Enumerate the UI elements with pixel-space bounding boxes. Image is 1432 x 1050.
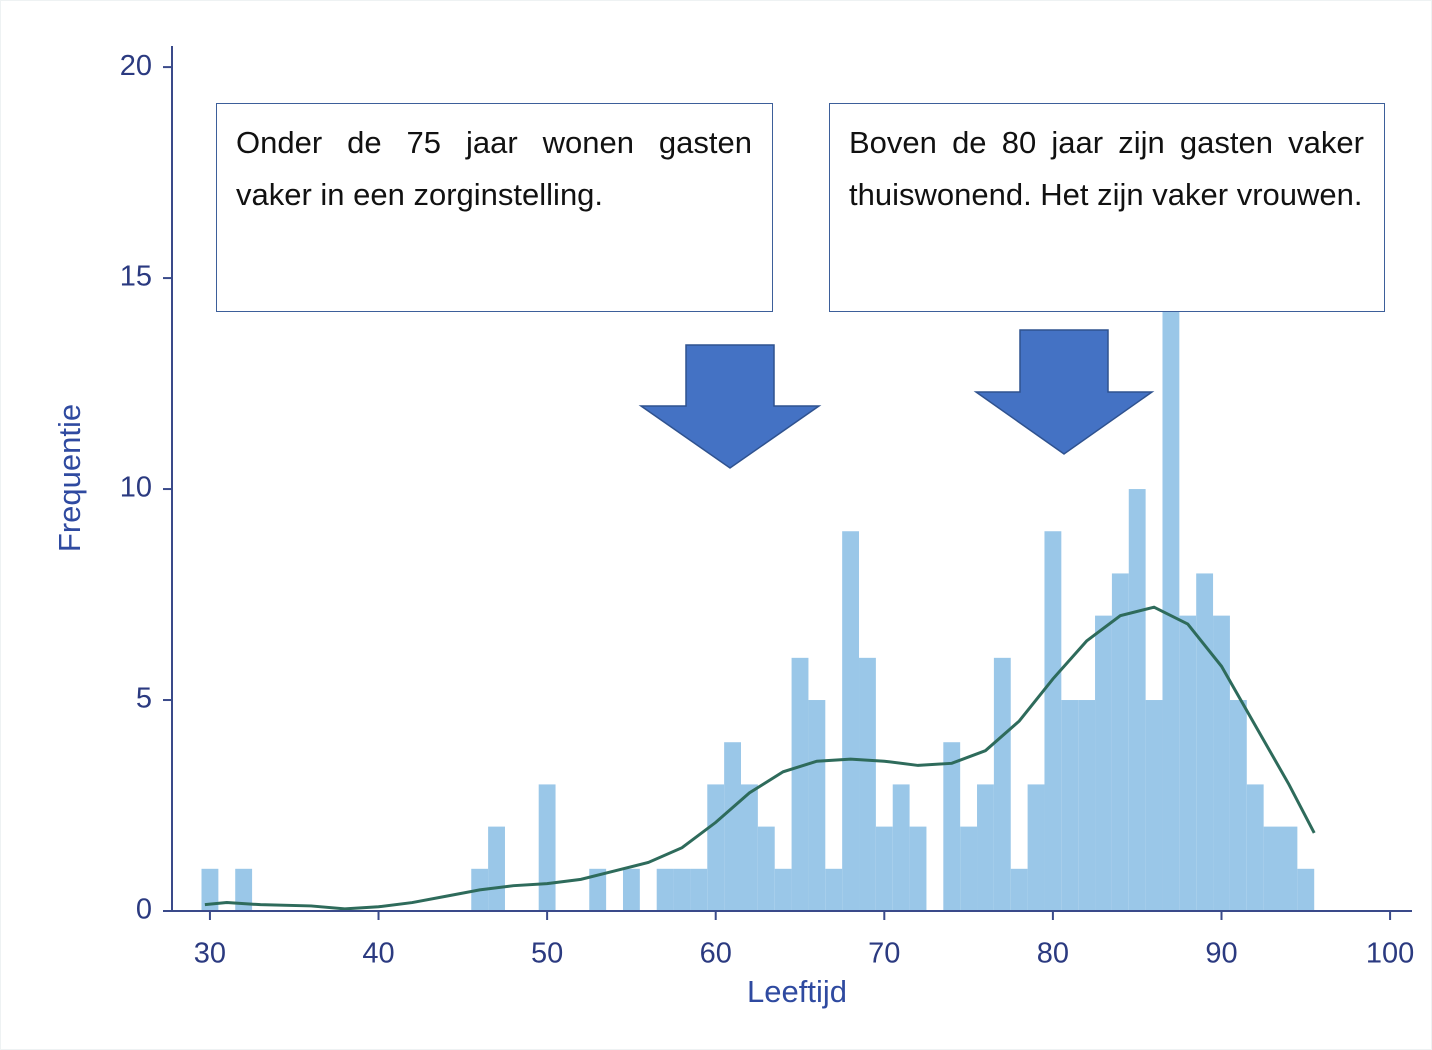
bar bbox=[892, 784, 910, 911]
arrow bbox=[973, 329, 1155, 455]
bar bbox=[1246, 784, 1264, 911]
bar bbox=[589, 868, 607, 911]
y-tick-label: 5 bbox=[136, 683, 152, 715]
bar bbox=[808, 700, 826, 911]
bar bbox=[960, 826, 978, 911]
bar bbox=[235, 868, 253, 911]
x-tick-label: 50 bbox=[531, 938, 563, 970]
x-tick-label: 80 bbox=[1037, 938, 1069, 970]
bar bbox=[690, 868, 708, 911]
bar bbox=[1128, 489, 1146, 911]
x-tick-label: 40 bbox=[362, 938, 394, 970]
y-tick-label: 0 bbox=[136, 894, 152, 926]
annotation-box bbox=[829, 103, 1385, 312]
y-tick-label: 15 bbox=[120, 261, 152, 293]
bar bbox=[1229, 700, 1247, 911]
bar bbox=[1196, 573, 1214, 911]
bar bbox=[757, 826, 775, 911]
bar bbox=[1078, 700, 1096, 911]
y-tick-label: 10 bbox=[120, 472, 152, 504]
bar bbox=[707, 784, 725, 911]
bar bbox=[724, 742, 742, 911]
bar bbox=[859, 657, 876, 911]
bar bbox=[774, 868, 792, 911]
bar bbox=[656, 868, 674, 911]
bar bbox=[1162, 235, 1180, 911]
annotation-text: Boven de 80 jaar zijn gasten vaker thuis… bbox=[849, 125, 1364, 212]
plot: 0 5 10 15 20 30 40 50 60 70 80 90 100 bbox=[120, 46, 1414, 970]
bar bbox=[1213, 615, 1230, 911]
bar bbox=[1145, 700, 1163, 911]
bar bbox=[1027, 784, 1045, 911]
bar bbox=[1179, 615, 1197, 911]
x-tick-label: 100 bbox=[1366, 938, 1414, 970]
bar bbox=[791, 657, 809, 911]
annotation: Onder de 75 jaar wonen gasten vaker in e… bbox=[236, 125, 752, 212]
bar bbox=[1010, 868, 1028, 911]
annotation-box bbox=[216, 103, 773, 312]
bar bbox=[842, 531, 860, 911]
bar bbox=[201, 868, 219, 911]
bar bbox=[1061, 700, 1079, 911]
bar bbox=[488, 826, 505, 911]
y-axis-title: Frequentie bbox=[52, 404, 87, 552]
bar bbox=[622, 868, 640, 911]
annotation: Boven de 80 jaar zijn gasten vaker thuis… bbox=[849, 125, 1364, 212]
bar bbox=[875, 826, 893, 911]
bar bbox=[977, 784, 994, 911]
arrow bbox=[638, 344, 822, 469]
bar bbox=[825, 868, 843, 911]
x-tick-label: 30 bbox=[194, 938, 226, 970]
x-tick-label: 70 bbox=[868, 938, 900, 970]
bar bbox=[1111, 573, 1129, 911]
bar bbox=[1263, 826, 1281, 911]
bar bbox=[538, 784, 556, 911]
x-tick-label: 60 bbox=[700, 938, 732, 970]
bar bbox=[943, 742, 961, 911]
bar bbox=[909, 826, 927, 911]
bar bbox=[1095, 615, 1112, 911]
bar bbox=[993, 657, 1011, 911]
density-line bbox=[204, 605, 1316, 911]
bar bbox=[1044, 531, 1062, 911]
bar bbox=[673, 868, 691, 911]
x-tick-label: 90 bbox=[1205, 938, 1237, 970]
annotation-text: Onder de 75 jaar wonen gasten vaker in e… bbox=[236, 125, 752, 212]
bar bbox=[1280, 826, 1298, 911]
y-tick-label: 20 bbox=[120, 50, 152, 82]
x-axis-title: Leeftijd bbox=[747, 974, 847, 1009]
bar bbox=[1297, 868, 1315, 911]
bar bbox=[741, 784, 758, 911]
